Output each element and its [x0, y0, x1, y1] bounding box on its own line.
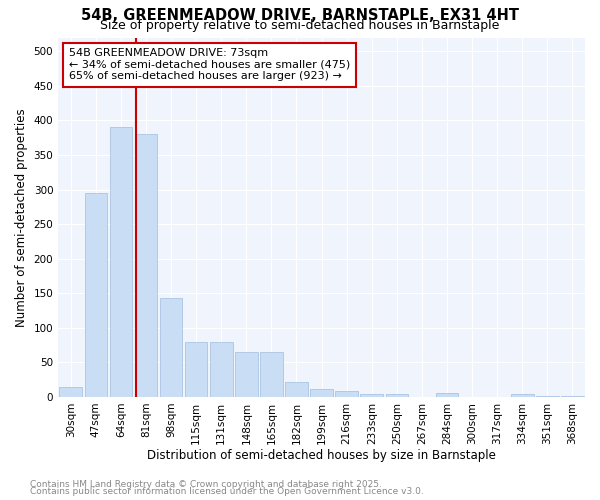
Bar — [185, 342, 208, 397]
Text: 54B, GREENMEADOW DRIVE, BARNSTAPLE, EX31 4HT: 54B, GREENMEADOW DRIVE, BARNSTAPLE, EX31… — [81, 8, 519, 22]
Bar — [335, 392, 358, 397]
X-axis label: Distribution of semi-detached houses by size in Barnstaple: Distribution of semi-detached houses by … — [147, 450, 496, 462]
Bar — [210, 342, 233, 397]
Bar — [160, 298, 182, 397]
Bar — [59, 386, 82, 397]
Text: Contains public sector information licensed under the Open Government Licence v3: Contains public sector information licen… — [30, 487, 424, 496]
Bar — [511, 394, 533, 397]
Text: Contains HM Land Registry data © Crown copyright and database right 2025.: Contains HM Land Registry data © Crown c… — [30, 480, 382, 489]
Bar — [361, 394, 383, 397]
Bar — [436, 393, 458, 397]
Y-axis label: Number of semi-detached properties: Number of semi-detached properties — [15, 108, 28, 326]
Bar — [235, 352, 257, 397]
Bar — [561, 396, 584, 397]
Bar — [536, 396, 559, 397]
Bar — [310, 388, 333, 397]
Text: Size of property relative to semi-detached houses in Barnstaple: Size of property relative to semi-detach… — [100, 18, 500, 32]
Bar — [134, 134, 157, 397]
Bar — [85, 193, 107, 397]
Bar — [260, 352, 283, 397]
Text: 54B GREENMEADOW DRIVE: 73sqm
← 34% of semi-detached houses are smaller (475)
65%: 54B GREENMEADOW DRIVE: 73sqm ← 34% of se… — [69, 48, 350, 82]
Bar — [110, 128, 132, 397]
Bar — [285, 382, 308, 397]
Bar — [386, 394, 408, 397]
